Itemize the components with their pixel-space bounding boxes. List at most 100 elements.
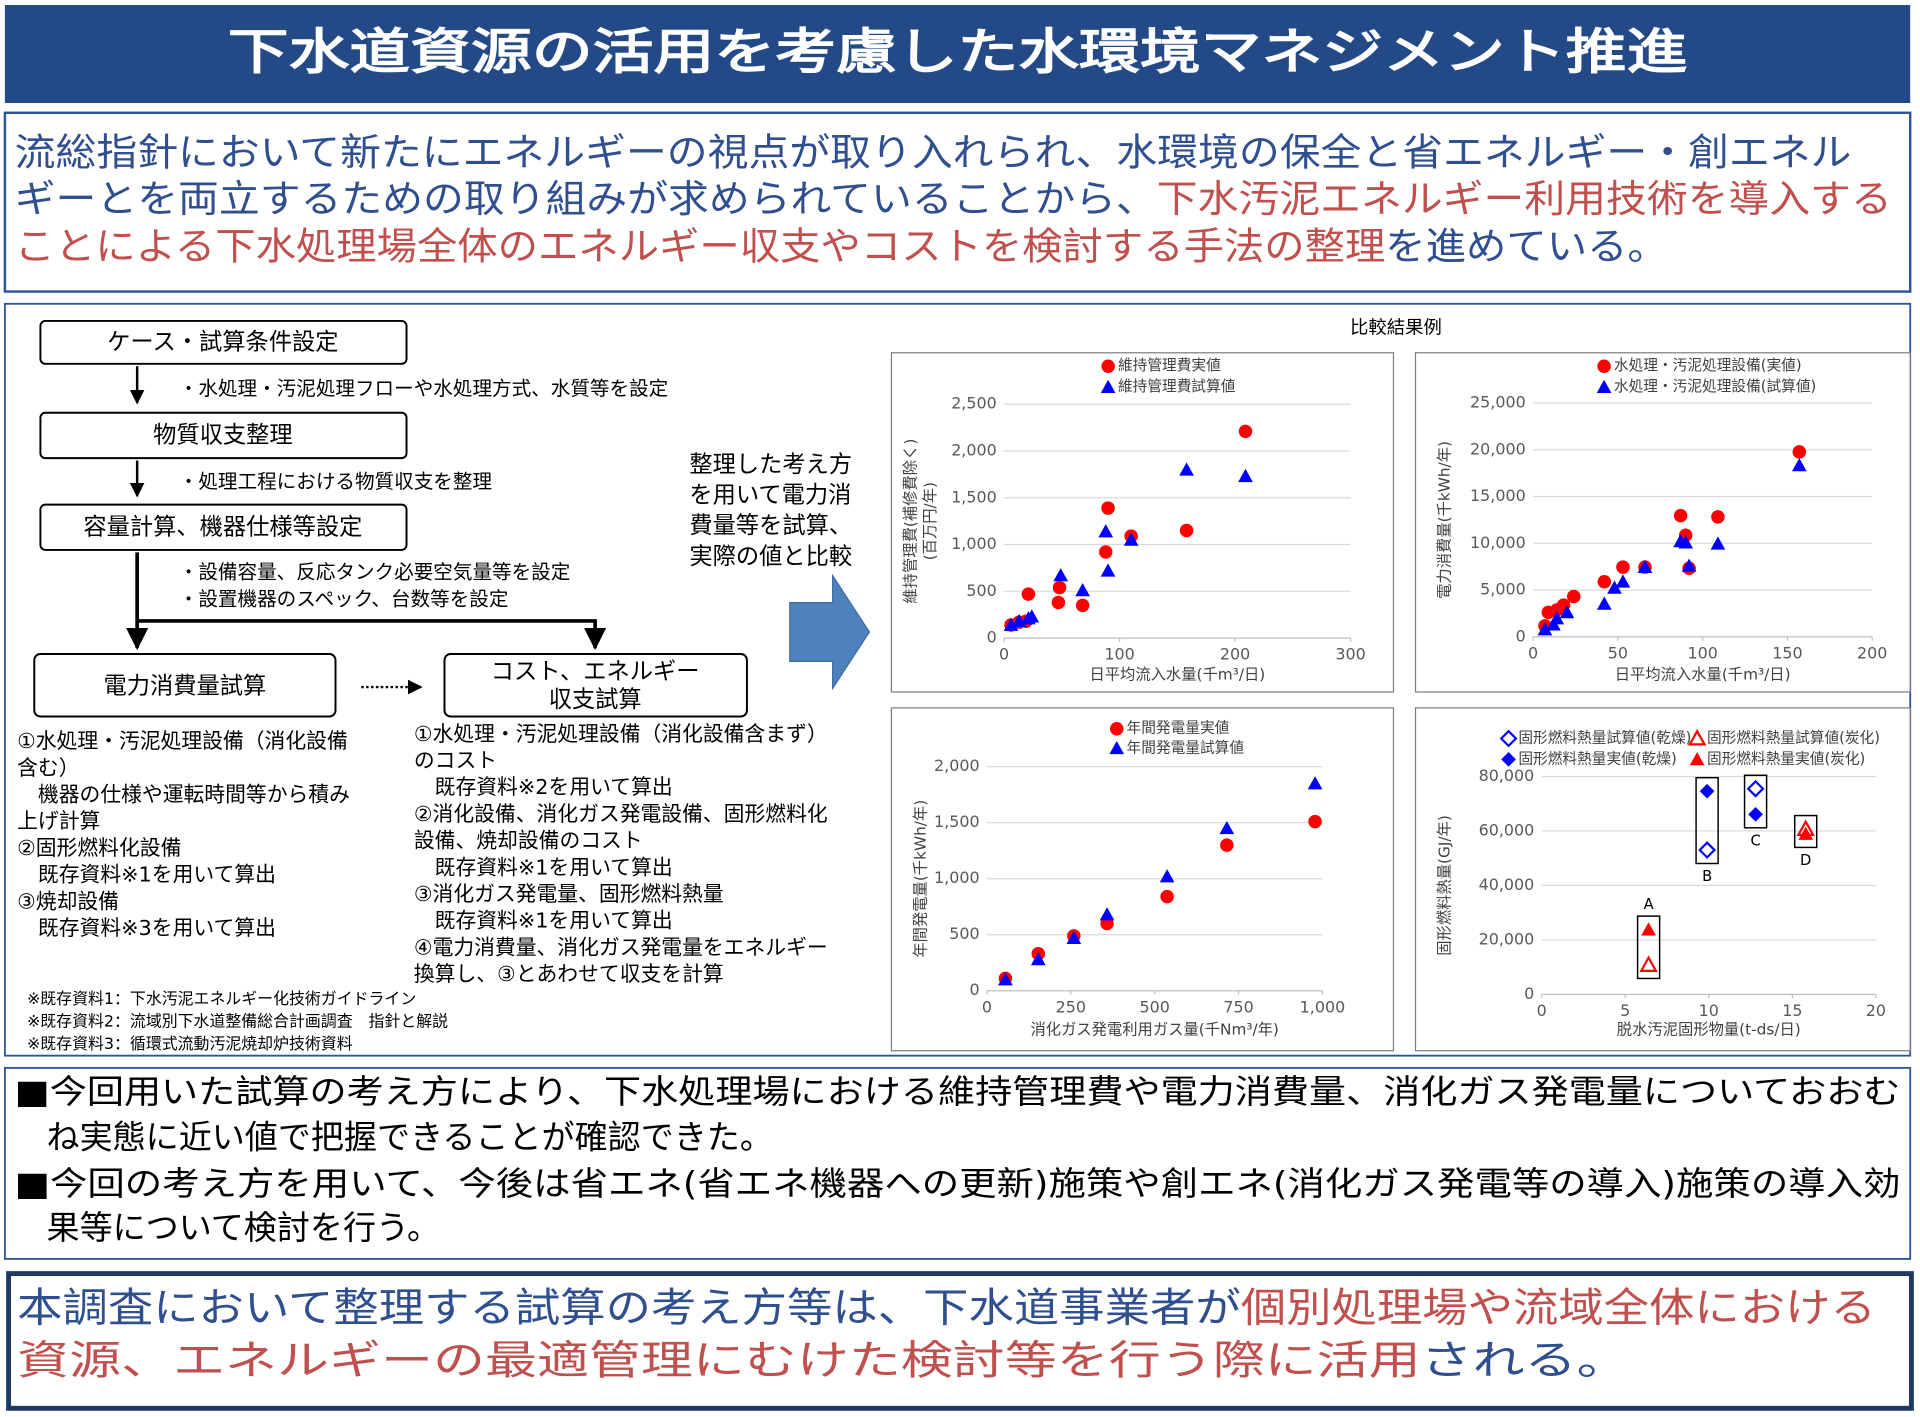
marker xyxy=(1238,424,1253,439)
group-label: A xyxy=(1644,896,1654,913)
marker xyxy=(1791,458,1807,472)
conclusion-box xyxy=(3,1066,1912,1260)
legend-marker xyxy=(1499,729,1518,748)
intro-line: ギーとを両立するための取り組みが求められていることから、 下水汚泥エネルギー利用技… xyxy=(15,176,1892,220)
marker xyxy=(1549,611,1565,625)
x-tick-label: 0 xyxy=(982,997,992,1016)
output-detail: ③焼却設備 xyxy=(17,889,119,913)
flow-box xyxy=(443,653,748,718)
marker xyxy=(1639,955,1658,972)
legend-label: 固形燃料熱量実値(炭化) xyxy=(1707,749,1865,767)
y-tick-label: 80,000 xyxy=(1479,766,1535,785)
y-tick-label: 10,000 xyxy=(1470,533,1526,552)
marker xyxy=(1101,501,1115,515)
marker xyxy=(1559,605,1575,619)
summary-emphasis: 個別処理場や流域全体における xyxy=(1241,1283,1876,1331)
legend-label: 維持管理費試算値 xyxy=(1118,378,1236,395)
y-tick-label: 2,500 xyxy=(951,394,997,413)
y-tick-label: 500 xyxy=(949,924,979,943)
marker xyxy=(1075,598,1090,613)
x-tick-label: 0 xyxy=(999,645,1009,664)
summary-emphasis: 資源、エネルギーの最適管理にむけた検討等を行う際に活用 xyxy=(17,1336,1420,1384)
marker xyxy=(1160,889,1174,904)
summary-box xyxy=(6,1271,1914,1411)
output-detail: のコスト xyxy=(414,749,497,773)
x-tick-label: 200 xyxy=(1220,645,1250,664)
summary-text: 本調査において整理する試算の考え方等は、下水道事業者が xyxy=(17,1283,1241,1331)
marker xyxy=(1179,462,1194,476)
legend-marker xyxy=(1101,359,1115,373)
header-bar xyxy=(4,5,1911,103)
marker xyxy=(1098,524,1114,538)
flow-box xyxy=(39,319,408,365)
output-detail: 換算し、③とあわせて収支を計算 xyxy=(414,962,724,986)
output-detail: 既存資料※1を用いて算出 xyxy=(414,909,673,933)
output-detail: ②消化設備、消化ガス発電設備、固形燃料化 xyxy=(414,802,828,826)
marker xyxy=(1798,826,1814,840)
conclusion-line: ■今回用いた試算の考え方により、下水処理場における維持管理費や電力消費量、消化ガ… xyxy=(15,1072,1901,1111)
y-axis-title: (百万円/年) xyxy=(921,482,939,560)
marker xyxy=(1030,952,1046,966)
legend-label: 水処理・汚泥処理設備(試算値) xyxy=(1614,378,1816,395)
marker xyxy=(1597,575,1612,589)
flow-box xyxy=(39,411,408,460)
group-box xyxy=(1636,915,1661,980)
x-tick-label: 100 xyxy=(1687,644,1717,663)
intro-line: ことによる下水処理場全体のエネルギー収支やコストを検討する手法の整理 を進めている… xyxy=(15,224,1668,268)
output-title: 収支試算 xyxy=(549,686,642,713)
marker xyxy=(1021,587,1036,601)
big-arrow xyxy=(789,573,871,691)
y-tick-label: 0 xyxy=(969,980,979,999)
y-tick-label: 5,000 xyxy=(1480,580,1526,599)
flow-arrow xyxy=(137,619,607,651)
x-tick-label: 0 xyxy=(1528,644,1538,663)
marker xyxy=(1179,523,1194,538)
flow-note: ・水処理・汚泥処理フローや水処理方式、水質等を設定 xyxy=(179,377,668,400)
chart-frame xyxy=(1414,707,1911,1052)
y-tick-label: 1,500 xyxy=(934,812,980,831)
y-tick-label: 20,000 xyxy=(1479,929,1535,948)
marker xyxy=(1003,617,1019,631)
output-detail: 既存資料※3を用いて算出 xyxy=(17,916,276,940)
marker xyxy=(1098,545,1113,559)
y-tick-label: 1,000 xyxy=(951,534,997,553)
output-detail: 含む） xyxy=(17,756,79,780)
intro-text: を進めている。 xyxy=(1385,224,1667,268)
x-tick-label: 300 xyxy=(1335,645,1365,664)
intro-box xyxy=(3,111,1912,293)
legend-label: 維持管理費実値 xyxy=(1118,357,1221,374)
header-title: 下水道資源の活用を考慮した水環境マネジメント推進 xyxy=(228,24,1688,81)
y-tick-label: 20,000 xyxy=(1470,439,1526,458)
y-tick-label: 0 xyxy=(1524,984,1534,1003)
marker xyxy=(1159,869,1175,883)
marker xyxy=(1051,595,1066,610)
marker xyxy=(1616,560,1630,574)
marker xyxy=(1053,568,1069,582)
legend-label: 固形燃料熱量試算値(乾燥) xyxy=(1518,729,1691,747)
legend-marker xyxy=(1109,740,1125,755)
legend-marker xyxy=(1597,359,1611,373)
legend-marker xyxy=(1596,379,1612,393)
marker xyxy=(1748,806,1763,822)
marker xyxy=(1123,532,1139,546)
flow-box xyxy=(33,653,337,718)
output-detail: ①水処理・汚泥処理設備（消化設備 xyxy=(17,729,348,753)
marker xyxy=(1307,776,1323,790)
conclusion-line: ■今回の考え方を用いて、今後は省エネ(省エネ機器への更新)施策や創エネ(消化ガス… xyxy=(15,1164,1901,1203)
marker xyxy=(1711,510,1725,524)
y-tick-label: 60,000 xyxy=(1479,820,1535,839)
marker xyxy=(1066,930,1082,944)
middle-note: 費量等を試算、 xyxy=(689,512,852,539)
y-tick-label: 25,000 xyxy=(1470,392,1526,411)
group-label: B xyxy=(1702,868,1712,885)
marker xyxy=(1641,922,1656,936)
legend-label: 年間発電量試算値 xyxy=(1127,739,1245,756)
y-tick-label: 1,500 xyxy=(951,487,997,506)
marker xyxy=(1710,536,1726,550)
group-label: D xyxy=(1800,852,1811,869)
marker xyxy=(1746,779,1765,798)
marker xyxy=(1596,596,1612,610)
marker xyxy=(1075,583,1090,597)
marker xyxy=(1607,580,1622,594)
